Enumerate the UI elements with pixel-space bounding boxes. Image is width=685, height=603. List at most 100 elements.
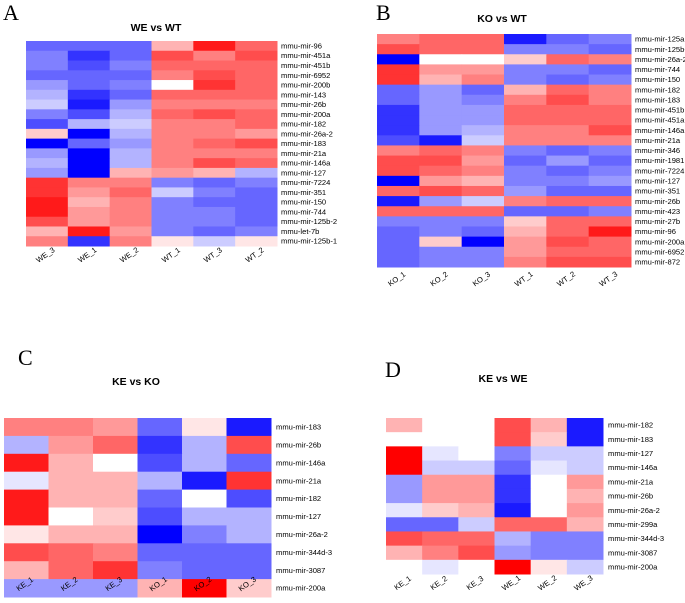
heatmap-cell-b-r8-c2: [461, 115, 505, 126]
heatmap-cell-d-r0-c3: [494, 418, 532, 433]
heatmap-cell-c-r7-c1: [48, 543, 94, 562]
col-label-b: KO_2: [429, 270, 450, 289]
heatmap-cell-b-r9-c4: [546, 125, 590, 136]
heatmap-cell-a-r10-c2: [109, 138, 152, 149]
row-label-d: mmu-mir-26a-2: [608, 506, 660, 515]
row-label-c: mmu-mir-200a: [276, 584, 326, 593]
heatmap-cell-c-r3-c5: [226, 471, 272, 491]
heatmap-cell-b-r11-c5: [588, 145, 632, 157]
heatmap-cell-c-r9-c0: [4, 579, 49, 598]
heatmap-cell-c-r6-c3: [137, 525, 183, 544]
row-label-a: mmu-mir-182: [281, 120, 326, 129]
heatmap-cell-a-r4-c3: [151, 80, 194, 91]
heatmap-cell-a-r17-c2: [109, 206, 152, 218]
heatmap-cell-a-r20-c4: [193, 236, 236, 247]
row-label-b: mmu-mir-6952: [635, 247, 684, 256]
heatmap-cell-a-r11-c0: [26, 148, 69, 159]
heatmap-cell-d-r2-c3: [494, 446, 532, 462]
heatmap-cell-a-r15-c1: [67, 187, 111, 198]
heatmap-cell-a-r6-c2: [109, 99, 152, 110]
heatmap-cell-b-r10-c2: [461, 135, 505, 146]
heatmap-cell-b-r13-c0: [377, 165, 420, 177]
heatmap-cell-a-r20-c3: [151, 236, 194, 247]
heatmap-cell-a-r19-c4: [193, 226, 236, 237]
heatmap-cell-b-r6-c4: [546, 94, 590, 106]
row-label-b: mmu-mir-27b: [635, 217, 680, 226]
heatmap-cell-a-r11-c4: [193, 148, 236, 159]
row-label-c: mmu-mir-26a-2: [276, 530, 328, 539]
heatmap-cell-a-r9-c1: [67, 128, 111, 140]
heatmap-cell-d-r8-c0: [386, 531, 423, 547]
heatmap-cell-c-r2-c4: [182, 453, 227, 473]
heatmap-cell-b-r3-c4: [546, 64, 590, 76]
heatmap-cell-b-r6-c0: [377, 94, 420, 106]
heatmap-cell-a-r18-c2: [109, 216, 152, 227]
heatmap-cell-d-r0-c4: [530, 418, 568, 433]
row-label-d: mmu-mir-182: [608, 421, 653, 430]
heatmap-cell-d-r5-c4: [530, 488, 568, 504]
row-label-a: mmu-mir-26a-2: [281, 129, 333, 138]
heatmap-cell-d-r9-c1: [422, 545, 459, 561]
row-label-a: mmu-mir-200a: [281, 110, 331, 119]
heatmap-cell-b-r9-c0: [377, 125, 420, 136]
heatmap-cell-b-r22-c5: [588, 256, 632, 268]
heatmap-cell-a-r1-c5: [235, 50, 278, 62]
heatmap-cell-b-r4-c4: [546, 74, 590, 86]
heatmap-cell-c-r3-c2: [93, 471, 138, 491]
heatmap-cell-b-r22-c2: [461, 256, 505, 268]
heatmap-cell-d-r4-c3: [494, 474, 532, 490]
heatmap-cell-c-r0-c3: [137, 418, 183, 437]
heatmap-cell-d-r8-c1: [422, 531, 459, 547]
heatmap-cell-b-r19-c0: [377, 226, 420, 238]
heatmap-cell-b-r2-c3: [504, 54, 547, 65]
heatmap-cell-b-r20-c4: [546, 236, 590, 248]
heatmap-cell-c-r8-c4: [182, 561, 227, 580]
row-label-d: mmu-mir-146a: [608, 463, 658, 472]
heatmap-cell-b-r7-c3: [504, 104, 547, 116]
heatmap-cell-a-r8-c1: [67, 119, 111, 130]
heatmap-cell-a-r2-c2: [109, 60, 152, 71]
col-label-d: WE_1: [500, 573, 522, 592]
row-label-c: mmu-mir-344d-3: [276, 548, 332, 557]
heatmap-cell-a-r7-c4: [193, 109, 236, 120]
panel-title-d: KE vs WE: [478, 373, 527, 385]
heatmap-cell-b-r14-c0: [377, 175, 420, 187]
heatmap-cell-a-r7-c5: [235, 109, 278, 120]
row-label-b: mmu-mir-346: [635, 146, 680, 155]
heatmap-cell-c-r8-c5: [226, 561, 272, 580]
heatmap-cell-b-r6-c2: [461, 94, 505, 106]
heatmap-cell-b-r11-c4: [546, 145, 590, 157]
heatmap-cell-b-r15-c4: [546, 185, 590, 197]
heatmap-cell-a-r14-c2: [109, 177, 152, 188]
heatmap-cell-a-r13-c4: [193, 167, 236, 179]
heatmap-cell-a-r19-c1: [67, 226, 111, 237]
panel-title-c: KE vs KO: [112, 376, 160, 388]
col-label-a: WE_3: [34, 245, 56, 264]
heatmap-cell-a-r7-c2: [109, 109, 152, 120]
heatmap-cell-d-r4-c1: [422, 474, 459, 490]
row-label-a: mmu-mir-21a: [281, 149, 327, 158]
heatmap-cell-d-r8-c3: [494, 531, 532, 547]
row-label-b: mmu-mir-21a: [635, 136, 681, 145]
heatmap-cell-b-r12-c3: [504, 155, 547, 167]
heatmap-cell-a-r5-c2: [109, 89, 152, 101]
heatmap-cell-a-r9-c5: [235, 128, 278, 140]
heatmap-cell-b-r16-c4: [546, 196, 590, 207]
heatmap-cell-a-r14-c3: [151, 177, 194, 188]
heatmap-cell-a-r13-c3: [151, 167, 194, 179]
row-label-c: mmu-mir-183: [276, 423, 321, 432]
heatmap-cell-a-r6-c0: [26, 99, 69, 110]
heatmap-cell-b-r8-c1: [419, 115, 463, 126]
heatmap-cell-b-r6-c1: [419, 94, 463, 106]
heatmap-cell-a-r12-c3: [151, 158, 194, 169]
heatmap-cell-d-r2-c1: [422, 446, 459, 462]
heatmap-cell-c-r1-c1: [48, 435, 94, 455]
row-label-b: mmu-mir-744: [635, 65, 680, 74]
row-label-a: mmu-mir-127: [281, 168, 326, 177]
heatmap-cell-b-r10-c4: [546, 135, 590, 146]
heatmap-cell-c-r9-c5: [226, 579, 272, 598]
heatmap-cell-b-r10-c5: [588, 135, 632, 146]
heatmap-cell-d-r1-c5: [566, 432, 604, 447]
heatmap-cell-b-r4-c3: [504, 74, 547, 86]
